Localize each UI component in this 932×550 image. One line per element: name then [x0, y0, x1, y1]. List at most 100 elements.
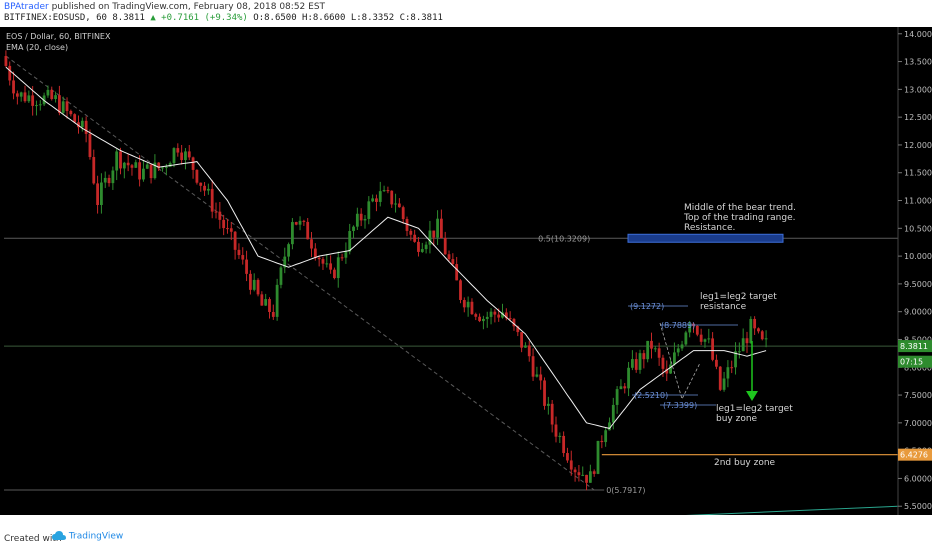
candle-body [508, 318, 512, 320]
candle-body [745, 338, 749, 344]
y-tick-label: 7.0000 [904, 419, 932, 428]
candle-body [546, 403, 550, 406]
candle-body [554, 424, 558, 437]
candle-body [642, 353, 646, 360]
legend-indicator: EMA (20, close) [6, 43, 68, 52]
candle-body [409, 230, 413, 235]
candle-body [46, 89, 50, 96]
candle-body [722, 378, 726, 390]
candle-body [401, 207, 405, 220]
measure-label-3: (2.5210) [634, 391, 668, 400]
candle-body [172, 148, 176, 164]
candle-body [535, 374, 539, 377]
y-tick-label: 12.0000 [904, 141, 932, 150]
candle-body [199, 182, 203, 186]
candle-body [313, 248, 317, 258]
ema-line [5, 66, 767, 429]
chart-plot-area[interactable]: 0.5(10.3209) 0(5.7917) Middle of the bear… [0, 27, 932, 529]
candle-body [222, 219, 226, 229]
tradingview-logo[interactable]: TradingView [52, 531, 123, 542]
candle-body [695, 325, 699, 335]
candle-body [15, 93, 19, 97]
candle-body [283, 256, 287, 268]
y-tick-label: 12.5000 [904, 113, 932, 122]
candle-body [711, 338, 715, 360]
candle-body [516, 326, 520, 333]
candle-body [539, 374, 543, 381]
candle-body [54, 95, 57, 100]
price-tag-bg [898, 340, 932, 353]
candle-body [619, 386, 623, 390]
horizontal-levels: 0.5(10.3209) 0(5.7917) [4, 55, 898, 495]
author-link[interactable]: BPAtrader [4, 2, 49, 12]
candle-body [256, 279, 260, 295]
candle-body [623, 386, 627, 389]
candle-body [321, 259, 325, 264]
candle-body [676, 348, 680, 353]
price-tag-text: 6.4276 [900, 451, 928, 460]
candle-body [210, 188, 214, 212]
candle-body [424, 244, 428, 250]
candle-body [100, 182, 103, 205]
fib-0-label: 0(5.7917) [606, 486, 645, 495]
candle-body [757, 328, 760, 332]
candle-body [164, 166, 168, 168]
y-tick-label: 13.5000 [904, 58, 932, 67]
candle-body [153, 162, 157, 179]
candle-body [466, 301, 470, 308]
candle-body [485, 316, 489, 319]
candle-body [489, 311, 493, 317]
candle-body [646, 340, 650, 360]
candle-body [600, 440, 604, 443]
candle-body [715, 359, 718, 367]
candle-body [436, 218, 439, 238]
candle-body [80, 120, 84, 128]
candle-body [352, 226, 355, 232]
candle-body [718, 366, 722, 390]
candle-body [344, 251, 348, 258]
candle-body [180, 152, 184, 161]
candle-body [248, 273, 252, 290]
last-price: 8.3811 [112, 13, 145, 23]
candle-body [298, 220, 302, 225]
candle-body [382, 190, 386, 192]
candle-body [359, 213, 363, 221]
candle-body [4, 56, 8, 66]
ohlc-line: BITFINEX:EOSUSD, 60 8.3811 ▲ +0.7161 (+9… [4, 13, 443, 23]
candle-body [474, 314, 478, 317]
candle-body [333, 269, 336, 279]
candle-body [168, 163, 172, 167]
y-tick-label: 5.5000 [904, 502, 932, 511]
candle-body [741, 338, 745, 352]
candle-body [336, 257, 340, 279]
tradingview-brand: TradingView [68, 531, 124, 542]
leg-target-buy-line: buy zone [716, 414, 758, 424]
candlestick-chart[interactable]: 0.5(10.3209) 0(5.7917) Middle of the bear… [0, 27, 932, 529]
candle-body [184, 151, 187, 161]
candle-body [665, 368, 669, 374]
measure-label-1: (9.1272) [630, 302, 664, 311]
fib-trend-line [5, 55, 595, 491]
candle-body [527, 345, 531, 357]
candle-body [630, 359, 634, 368]
candle-body [497, 314, 501, 318]
candle-body [493, 311, 497, 315]
candle-body [730, 367, 734, 369]
candle-body [23, 92, 27, 102]
measure-label-4: (7.3399) [663, 401, 697, 410]
candle-body [12, 80, 15, 94]
candle-body [684, 332, 688, 345]
candle-body [657, 348, 661, 358]
leg-target-buy-line: leg1=leg2 target [716, 404, 793, 414]
candle-body [417, 241, 420, 252]
candle-body [432, 230, 436, 238]
candle-body [206, 188, 210, 191]
candle-body [214, 211, 218, 213]
candle-body [291, 222, 294, 245]
candle-body [566, 453, 569, 461]
candle-body [233, 231, 237, 250]
candle-body [760, 331, 764, 340]
candle-body [50, 89, 54, 100]
candle-body [585, 474, 588, 483]
